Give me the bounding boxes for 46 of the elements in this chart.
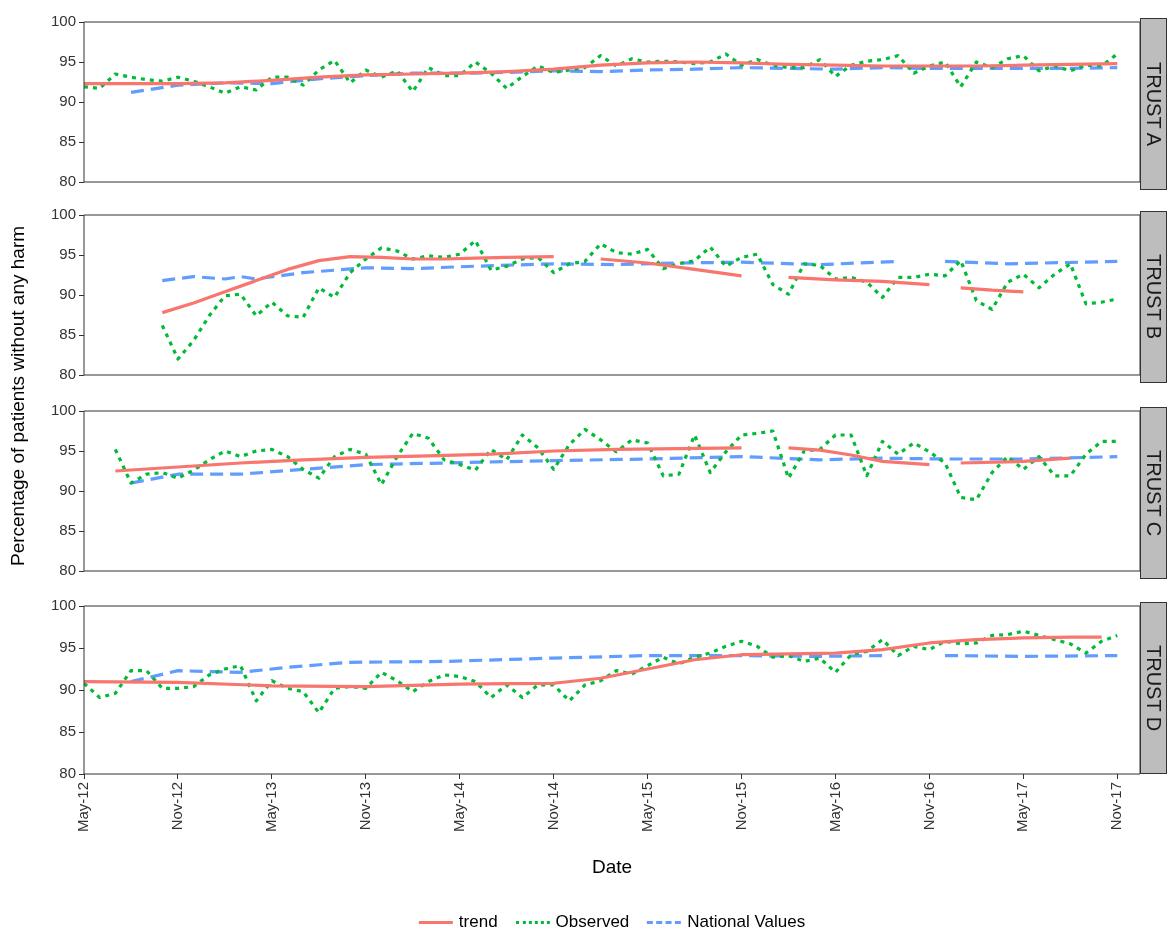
y-tick-label: 90: [59, 680, 76, 698]
y-tick-label: 95: [59, 441, 76, 459]
line-series: [84, 52, 1119, 95]
y-tick-label: 80: [59, 764, 76, 782]
y-tick-label: 80: [59, 365, 76, 383]
line-series: [129, 66, 1119, 94]
y-tick-label: 95: [59, 52, 76, 70]
x-tick-label: Nov-16: [919, 782, 937, 831]
x-tick-label: May-15: [637, 782, 655, 833]
line-series: [84, 629, 1119, 715]
y-tick-label: 85: [59, 521, 76, 539]
y-tick-label: 100: [50, 205, 76, 223]
y-tick-label: 100: [50, 401, 76, 419]
text: TRUST B: [1142, 254, 1165, 340]
x-tick-label: Nov-14: [543, 782, 561, 831]
y-tick-label: 85: [59, 325, 76, 343]
x-axis-title: Date: [591, 856, 633, 878]
x-tick-label: Nov-15: [731, 782, 749, 831]
x-tick-label: Nov-12: [168, 782, 186, 831]
y-tick-label: 100: [50, 596, 76, 614]
legend-label: Observed: [555, 912, 630, 932]
y-tick-label: 90: [59, 285, 76, 303]
x-tick-label: Nov-13: [355, 782, 373, 831]
y-axis-title: Percentage of patients without any harm: [7, 225, 29, 567]
text: TRUST C: [1142, 449, 1165, 537]
x-tick-label: May-12: [74, 782, 92, 833]
x-tick-label: May-17: [1013, 782, 1031, 833]
x-tick-label: May-16: [825, 782, 843, 833]
line-series: [113, 427, 1119, 502]
y-tick-label: 95: [59, 638, 76, 656]
text: TRUST D: [1142, 644, 1165, 732]
x-tick-label: May-14: [449, 782, 467, 833]
y-tick-label: 85: [59, 722, 76, 740]
y-tick-label: 90: [59, 481, 76, 499]
line-series: [129, 455, 1119, 485]
text: TRUST A: [1142, 61, 1165, 147]
y-tick-label: 95: [59, 245, 76, 263]
legend-label: National Values: [687, 912, 806, 932]
y-tick-label: 100: [50, 12, 76, 30]
y-tick-label: 90: [59, 92, 76, 110]
y-tick-label: 80: [59, 172, 76, 190]
x-tick-label: May-13: [262, 782, 280, 833]
y-tick-label: 85: [59, 132, 76, 150]
legend-label: trend: [458, 912, 498, 932]
x-tick-label: Nov-17: [1107, 782, 1125, 831]
y-tick-label: 80: [59, 561, 76, 579]
